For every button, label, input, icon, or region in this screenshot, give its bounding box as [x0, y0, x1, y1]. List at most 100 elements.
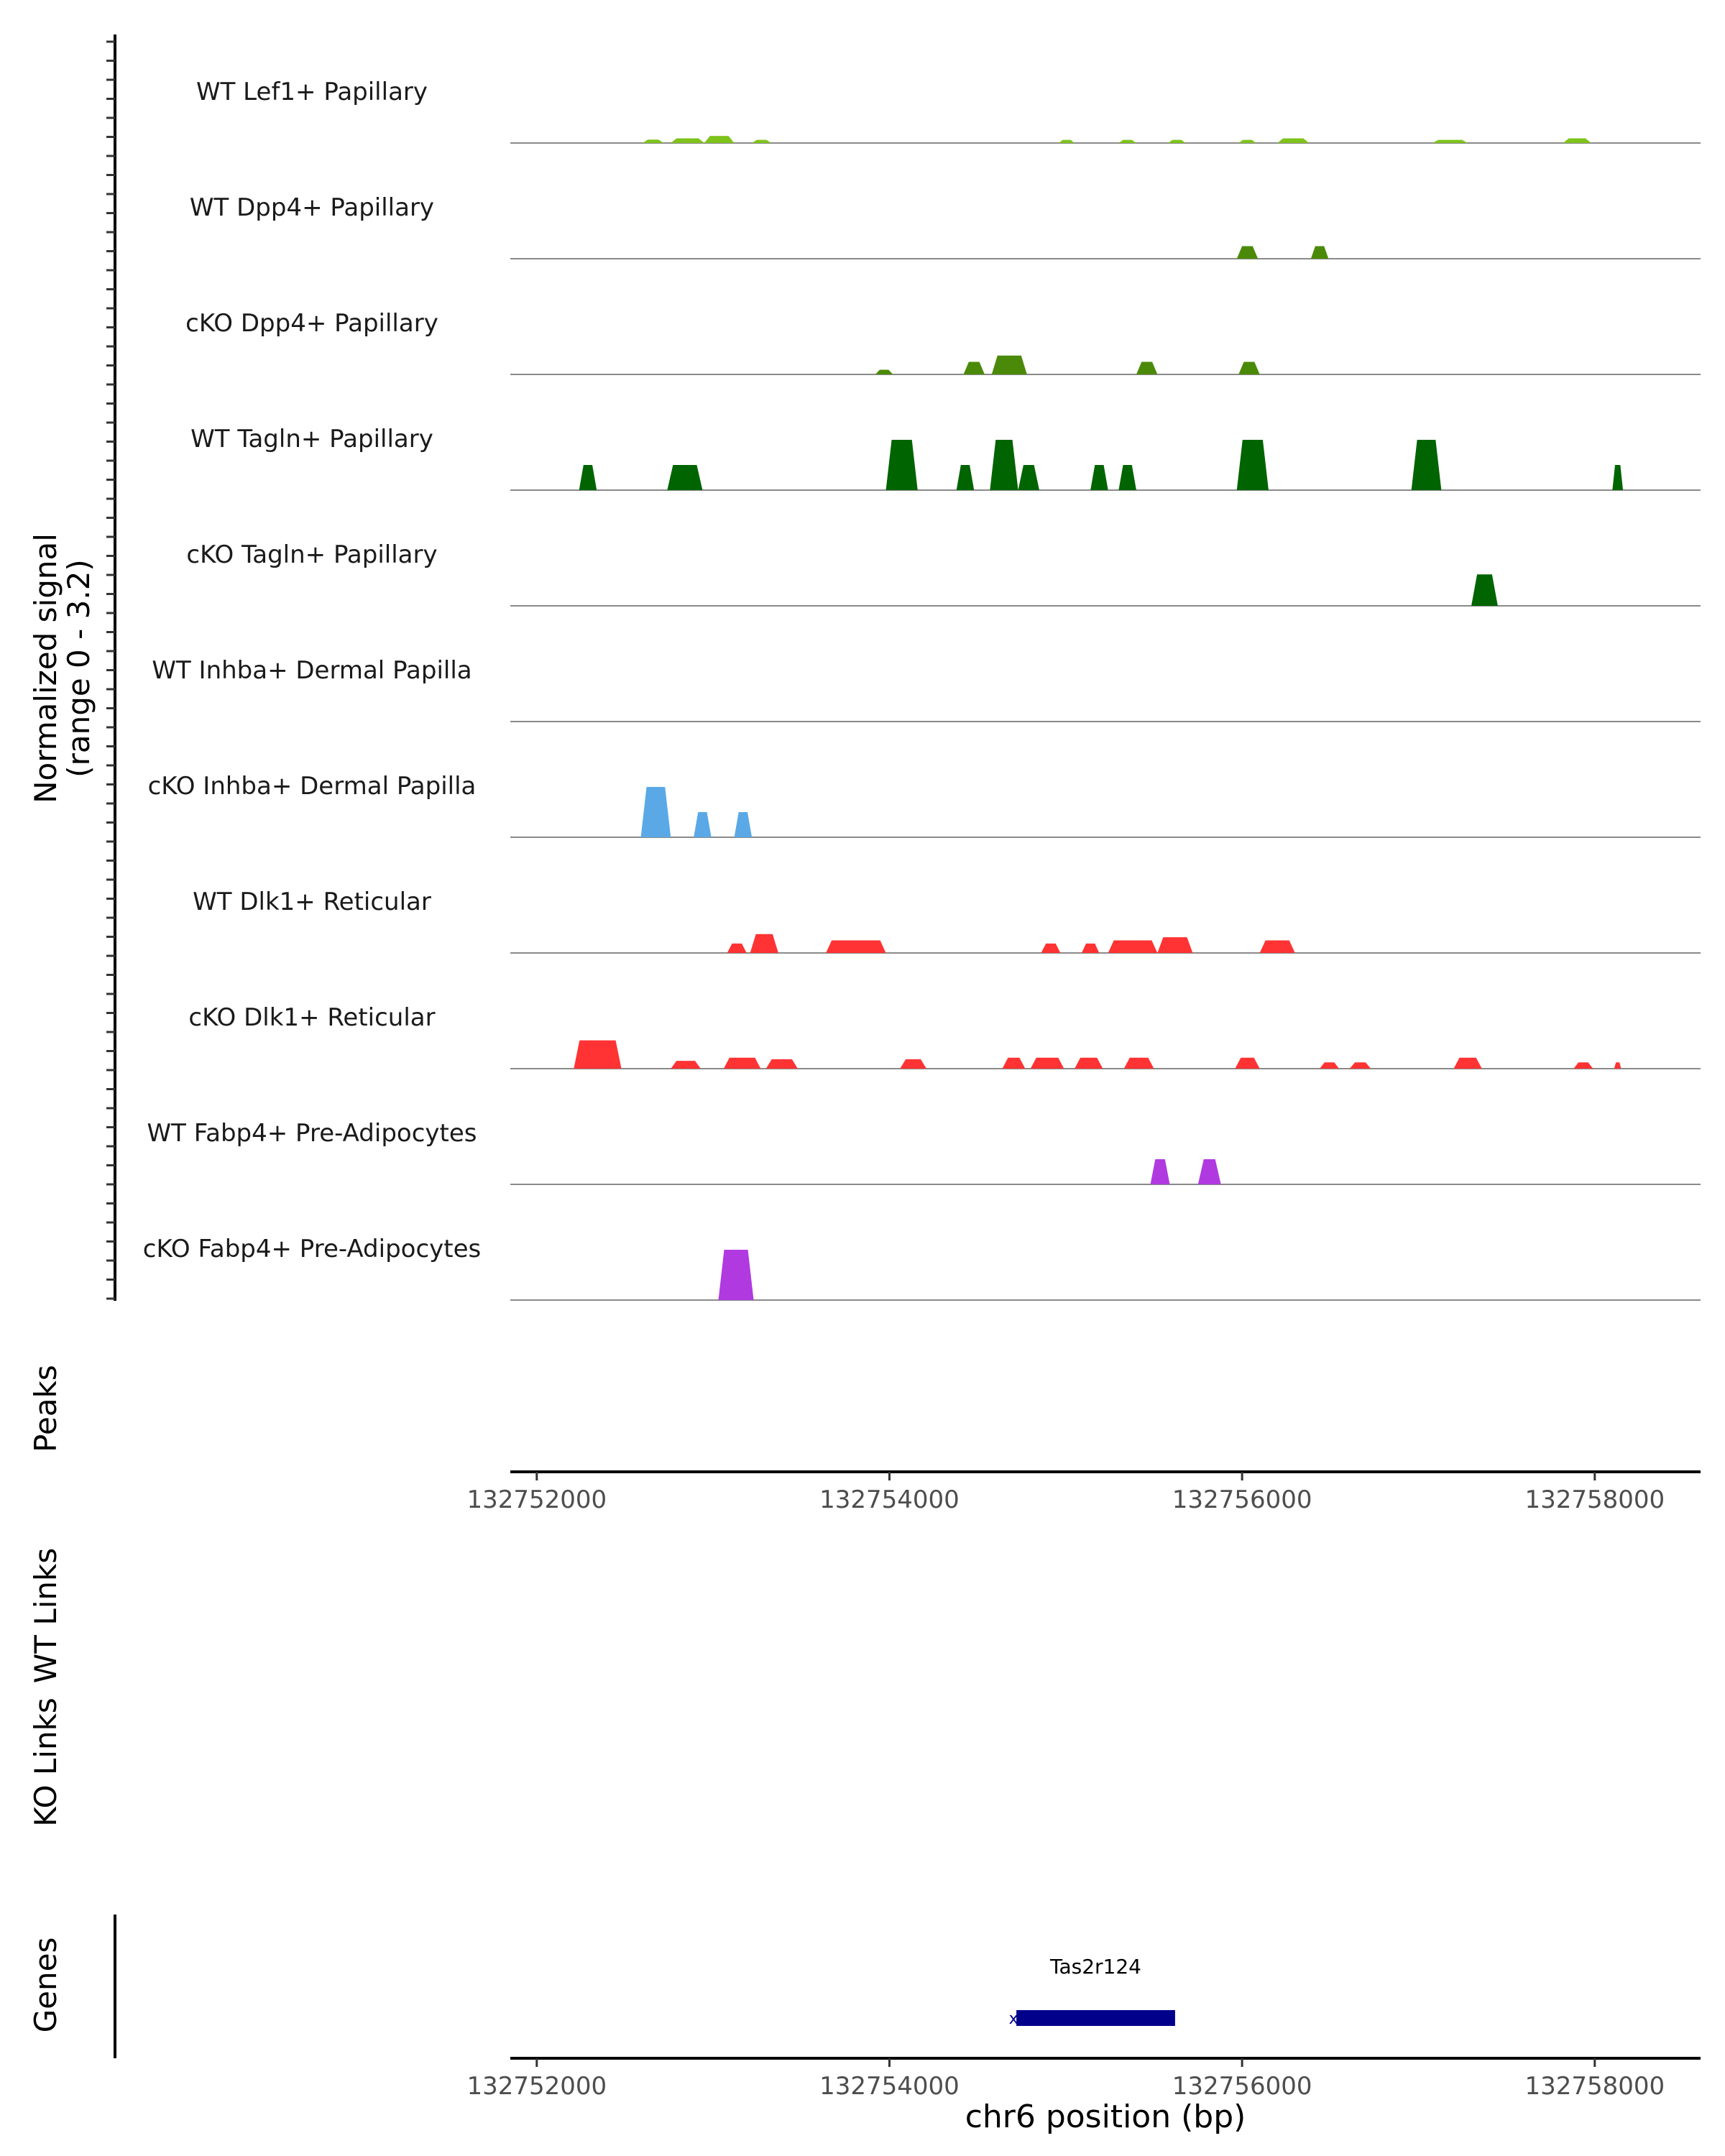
signal-peak [1320, 1062, 1340, 1069]
track-label: WT Inhba+ Dermal Papilla [152, 656, 472, 685]
x-tick-label: 132754000 [819, 1485, 960, 1514]
track-label: WT Dpp4+ Papillary [190, 193, 434, 222]
track-label: cKO Tagln+ Papillary [186, 540, 437, 569]
coverage-track: cKO Tagln+ Papillary [186, 540, 1701, 607]
signal-peak [1030, 1057, 1064, 1069]
signal-peak [752, 139, 772, 143]
gene-label: Tas2r124 [1049, 1955, 1141, 1978]
signal-peak [1118, 465, 1136, 490]
coverage-track: cKO Fabp4+ Pre-Adipocytes [143, 1235, 1701, 1301]
x-tick-label: 132756000 [1172, 1485, 1312, 1514]
x-tick-label: 132758000 [1524, 1485, 1665, 1514]
signal-peak [1614, 1062, 1622, 1069]
coverage-track: WT Dpp4+ Papillary [190, 193, 1701, 259]
gene-body [1016, 2010, 1175, 2026]
signal-peak [718, 1250, 754, 1300]
signal-peak [1197, 1159, 1221, 1184]
coverage-y-ticks [106, 40, 115, 1300]
signal-peak [1236, 440, 1269, 490]
signal-peak [1018, 465, 1039, 490]
signal-peak [723, 1057, 761, 1069]
signal-peak [1612, 465, 1624, 490]
x-axis-title: chr6 position (bp) [965, 2099, 1246, 2135]
signal-peak [1075, 1057, 1103, 1069]
signal-peak [990, 440, 1018, 490]
signal-peak [765, 1059, 798, 1069]
coverage-track: cKO Inhba+ Dermal Papilla [148, 772, 1701, 838]
signal-peak [1573, 1062, 1593, 1069]
signal-peak [1310, 246, 1329, 259]
signal-peak [643, 139, 664, 143]
track-label: cKO Fabp4+ Pre-Adipocytes [143, 1235, 482, 1263]
peaks-panel-label: Peaks [28, 1365, 63, 1452]
signal-peak [826, 940, 886, 953]
signal-peak [734, 812, 753, 837]
coverage-track: WT Lef1+ Papillary [196, 78, 1701, 144]
signal-peak [671, 1061, 701, 1069]
gene-track: x Tas2r124 [1009, 1955, 1175, 2028]
gene-strand-glyph: x [1009, 2010, 1018, 2028]
signal-peak [1058, 139, 1075, 143]
signal-peak [1238, 139, 1256, 143]
x-axis-bottom: 132752000 132754000 132756000 132758000 [466, 2058, 1665, 2101]
signal-peak [1471, 574, 1498, 606]
coverage-track: WT Dlk1+ Reticular [193, 888, 1701, 954]
track-label: cKO Inhba+ Dermal Papilla [148, 772, 477, 801]
x-tick-label: 132752000 [466, 2072, 607, 2101]
signal-peak [727, 943, 747, 953]
signal-peak [1123, 1057, 1154, 1069]
signal-peak [750, 934, 778, 953]
coverage-track: cKO Dpp4+ Papillary [185, 309, 1701, 375]
signal-peak [1563, 138, 1591, 143]
wt-links-panel-label: WT Links [28, 1548, 63, 1683]
signal-peak [1157, 937, 1193, 953]
coverage-y-title: Normalized signal (range 0 - 3.2) [28, 533, 96, 803]
track-label: WT Fabp4+ Pre-Adipocytes [147, 1119, 477, 1148]
signal-peak [1150, 1159, 1170, 1184]
ko-links-panel-label: KO Links [28, 1697, 63, 1827]
signal-peak [667, 465, 703, 490]
signal-peak [1238, 361, 1260, 374]
signal-peak [1136, 361, 1158, 374]
x-tick-label: 132756000 [1172, 2072, 1312, 2101]
signal-peak [640, 787, 671, 837]
signal-peak [1090, 465, 1108, 490]
signal-peak [1002, 1057, 1026, 1069]
signal-peak [1041, 943, 1061, 953]
signal-peak [991, 355, 1027, 374]
signal-peak [1081, 943, 1100, 953]
x-tick-label: 132752000 [466, 1485, 607, 1514]
track-label: WT Tagln+ Papillary [190, 425, 433, 453]
signal-peak [1432, 139, 1468, 143]
signal-peak [1411, 440, 1442, 490]
signal-peak [963, 361, 985, 374]
signal-peak [1168, 139, 1186, 143]
signal-peak [574, 1040, 622, 1069]
genes-panel-label: Genes [28, 1938, 63, 2033]
track-label: cKO Dlk1+ Reticular [188, 1003, 435, 1032]
signal-peak [1118, 139, 1136, 143]
signal-peak [694, 812, 712, 837]
signal-peak [1236, 246, 1259, 259]
signal-peak [704, 136, 735, 143]
x-tick-label: 132754000 [819, 2072, 960, 2101]
x-tick-label: 132758000 [1524, 2072, 1665, 2101]
signal-peak [956, 465, 975, 490]
signal-peak [1235, 1057, 1260, 1069]
signal-peak [1259, 940, 1295, 953]
signal-peak [1349, 1062, 1371, 1069]
coverage-track: WT Tagln+ Papillary [190, 425, 1701, 491]
coverage-tracks: WT Lef1+ Papillary WT Dpp4+ Papillary cKO … [143, 78, 1701, 1301]
track-label: WT Lef1+ Papillary [196, 78, 428, 106]
signal-peak [671, 138, 704, 143]
track-label: cKO Dpp4+ Papillary [185, 309, 438, 338]
signal-peak [579, 465, 597, 490]
signal-peak [875, 369, 893, 374]
coverage-track: WT Fabp4+ Pre-Adipocytes [147, 1119, 1701, 1185]
coverage-track: WT Inhba+ Dermal Papilla [152, 656, 1701, 722]
signal-peak [1108, 940, 1158, 953]
track-label: WT Dlk1+ Reticular [193, 888, 431, 916]
x-axis-top: 132752000 132754000 132756000 132758000 [466, 1472, 1665, 1514]
y-axis-title-line2: (range 0 - 3.2) [61, 559, 96, 778]
